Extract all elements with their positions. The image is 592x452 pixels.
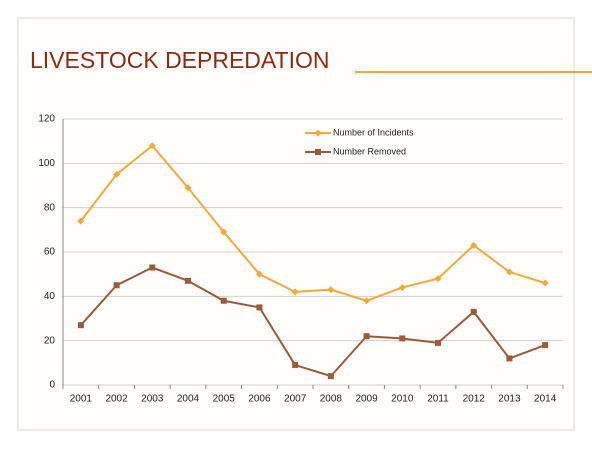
y-tick-label: 100 [38, 158, 55, 169]
series-line [80, 266, 546, 378]
x-tick-label: 2004 [177, 394, 200, 405]
point [185, 277, 191, 284]
point [327, 286, 335, 294]
point [470, 308, 477, 315]
point [506, 355, 513, 362]
point [149, 264, 156, 271]
y-tick-label: 0 [49, 380, 55, 391]
point [113, 282, 120, 289]
point [77, 322, 84, 329]
point [184, 184, 192, 192]
point [77, 217, 85, 225]
x-tick-label: 2012 [463, 394, 486, 405]
point [292, 362, 299, 369]
point [113, 170, 121, 178]
legend-marker [315, 149, 321, 155]
x-tick-label: 2008 [320, 394, 343, 405]
point [434, 275, 442, 283]
y-tick-label: 20 [44, 335, 56, 346]
point [291, 288, 299, 296]
x-tick-label: 2009 [355, 394, 378, 405]
plot: 0 20 40 60 80 100 120 2001 2002 2003 2004 2005 2006 2… [38, 114, 564, 405]
x-tick-label: 2010 [391, 394, 414, 405]
point [363, 297, 371, 305]
y-tick-label: 60 [44, 247, 56, 258]
chart-title: LIVESTOCK DEPREDATION [30, 47, 330, 73]
slide-frame [17, 17, 575, 431]
point [398, 283, 406, 291]
point [327, 373, 334, 380]
y-tick-label: 120 [38, 114, 55, 125]
x-tick-label: 2006 [248, 394, 271, 405]
point [220, 297, 227, 304]
point [363, 333, 370, 340]
x-tick-label: 2014 [534, 394, 557, 405]
series-line [80, 144, 546, 302]
point [541, 279, 549, 287]
x-tick-label: 2005 [213, 394, 236, 405]
x-tick-label: 2007 [284, 394, 307, 405]
x-tick-label: 2011 [427, 394, 449, 405]
point [220, 228, 228, 236]
point [435, 339, 441, 346]
point [148, 142, 156, 150]
y-tick-label: 80 [44, 202, 56, 213]
x-tick-label: 2013 [498, 394, 521, 405]
legend-marker [314, 129, 322, 137]
point [470, 241, 478, 249]
x-tick-label: 2002 [105, 394, 128, 405]
point [256, 304, 263, 311]
y-tick-label: 40 [44, 291, 56, 302]
point [255, 270, 263, 278]
x-tick-label: 2003 [141, 394, 164, 405]
point [542, 342, 549, 349]
legend-label: Number of Incidents [333, 127, 414, 137]
point [399, 335, 406, 342]
legend-label: Number Removed [333, 146, 406, 156]
x-tick-label: 2001 [70, 394, 93, 405]
point [505, 268, 513, 276]
